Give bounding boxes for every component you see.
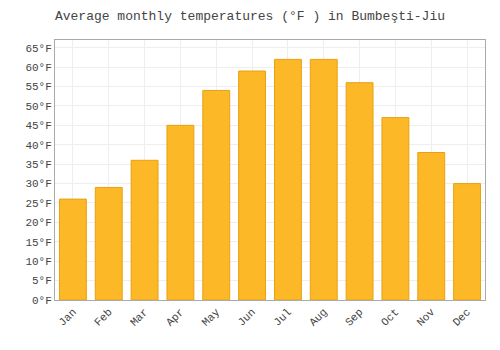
svg-text:May: May: [200, 306, 223, 329]
svg-text:Mar: Mar: [128, 306, 150, 328]
svg-text:40°F: 40°F: [25, 140, 51, 152]
svg-text:Nov: Nov: [415, 306, 438, 329]
svg-text:Dec: Dec: [451, 306, 473, 328]
svg-text:15°F: 15°F: [25, 237, 51, 249]
svg-text:Jan: Jan: [56, 306, 78, 328]
svg-text:Jul: Jul: [271, 306, 293, 328]
svg-text:Feb: Feb: [92, 306, 114, 328]
svg-text:65°F: 65°F: [25, 43, 51, 55]
svg-text:5°F: 5°F: [32, 275, 52, 287]
svg-text:Average monthly temperatures (: Average monthly temperatures (°F ) in Bu…: [55, 9, 445, 24]
svg-text:Sep: Sep: [343, 306, 365, 328]
svg-text:55°F: 55°F: [25, 81, 51, 93]
svg-text:45°F: 45°F: [25, 120, 51, 132]
svg-text:Aug: Aug: [307, 306, 329, 328]
svg-text:60°F: 60°F: [25, 62, 51, 74]
svg-text:30°F: 30°F: [25, 178, 51, 190]
svg-text:0°F: 0°F: [32, 295, 52, 307]
svg-text:35°F: 35°F: [25, 159, 51, 171]
svg-text:20°F: 20°F: [25, 217, 51, 229]
svg-text:10°F: 10°F: [25, 256, 51, 268]
svg-text:50°F: 50°F: [25, 101, 51, 113]
svg-text:Jun: Jun: [236, 306, 258, 328]
svg-text:Apr: Apr: [164, 306, 186, 328]
svg-text:Oct: Oct: [379, 306, 401, 328]
svg-text:25°F: 25°F: [25, 198, 51, 210]
